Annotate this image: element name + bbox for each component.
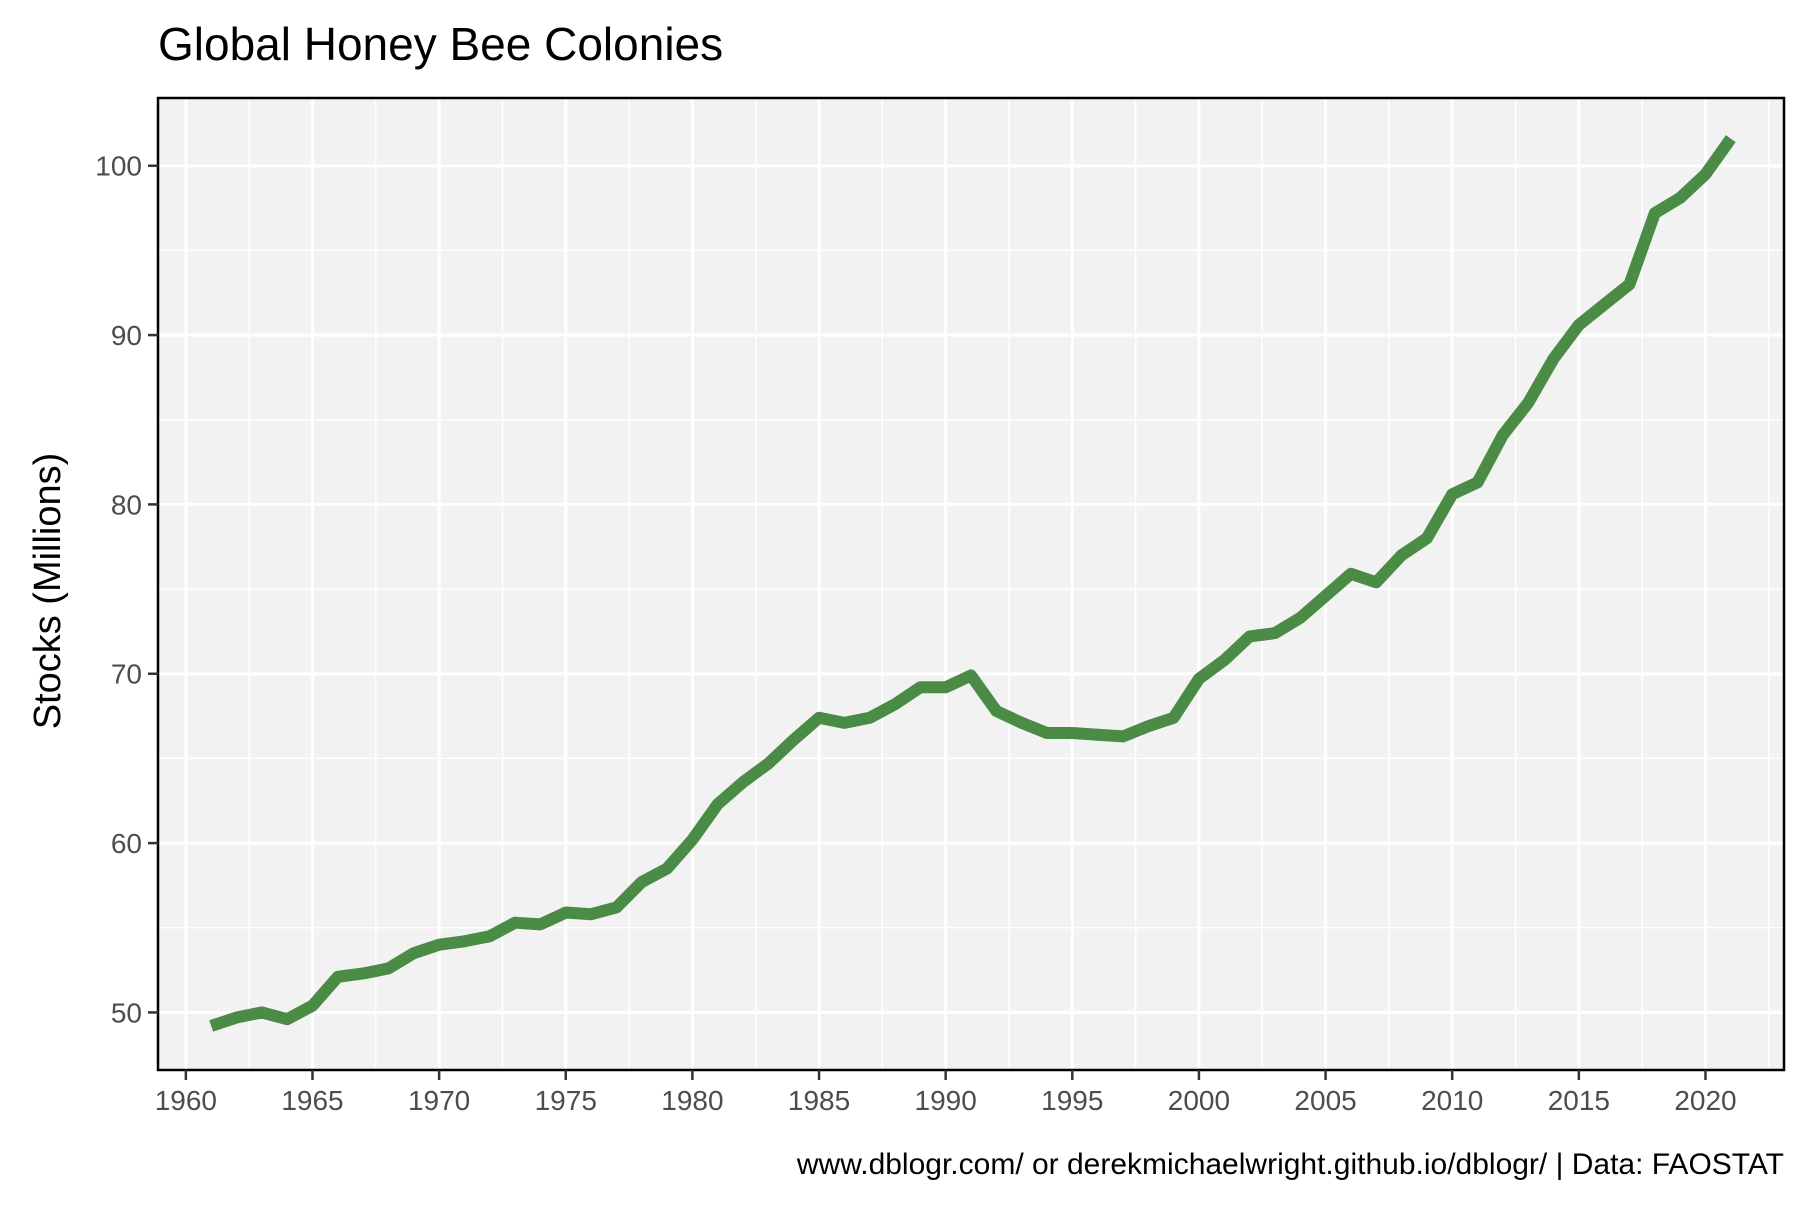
chart-caption: www.dblogr.com/ or derekmichaelwright.gi… [796,1148,1784,1181]
y-tick-label: 70 [111,659,142,690]
x-tick-label: 1995 [1041,1085,1103,1116]
y-tick-label: 90 [111,320,142,351]
y-axis: 50 60 70 80 90 100 [95,151,158,1028]
x-tick-label: 2015 [1548,1085,1610,1116]
plot-panel [158,98,1784,1070]
y-tick-label: 100 [95,151,142,182]
panel-background [158,98,1784,1070]
x-tick-label: 2020 [1674,1085,1736,1116]
x-tick-label: 1975 [535,1085,597,1116]
x-tick-label: 1985 [788,1085,850,1116]
panel-border [156,96,1786,1072]
x-tick-label: 2010 [1421,1085,1483,1116]
series-layer [209,135,1736,1032]
x-tick-label: 1980 [661,1085,723,1116]
y-tick-label: 50 [111,997,142,1028]
series-line [209,135,1736,1032]
x-tick-label: 1970 [408,1085,470,1116]
y-tick-label: 80 [111,489,142,520]
x-tick-label: 1990 [915,1085,977,1116]
x-axis: 1960 1965 1970 1975 1980 1985 1990 1995 2000 2005… [155,1070,1737,1116]
x-tick-label: 1960 [155,1085,217,1116]
panel-frame [156,96,1786,1072]
y-tick-label: 60 [111,828,142,859]
x-tick-label: 2005 [1294,1085,1356,1116]
x-tick-label: 1965 [281,1085,343,1116]
x-tick-label: 2000 [1168,1085,1230,1116]
chart-title: Global Honey Bee Colonies [158,18,723,70]
y-axis-title: Stocks (Millions) [27,453,69,730]
